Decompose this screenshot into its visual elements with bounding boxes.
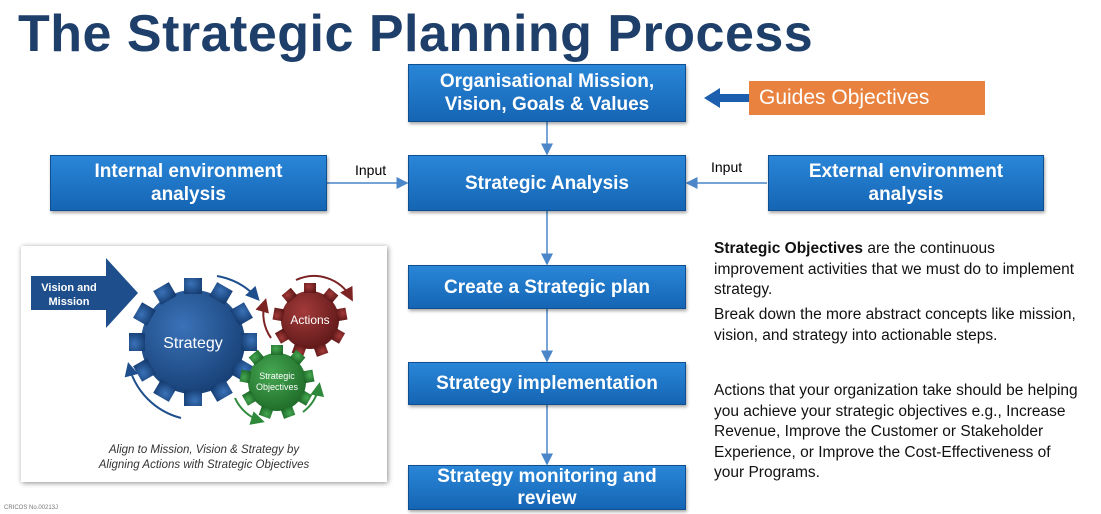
guides-objectives-label: Guides Objectives [749, 81, 985, 115]
panel-caption-line-1: Align to Mission, Vision & Strategy by [108, 444, 301, 456]
rotation-arrow-icon [216, 275, 260, 301]
input-label-left: Input [355, 162, 387, 178]
objectives-term: Strategic Objectives [714, 240, 864, 257]
input-label-right: Input [711, 159, 743, 175]
internal-line-1: Internal environment [94, 161, 283, 182]
strategic-analysis-box: Strategic Analysis [408, 155, 686, 211]
objectives-definition: are the continuous improvement activitie… [714, 240, 1075, 298]
cricos-number: CRICOS No.00213J [4, 505, 59, 511]
external-line-2: analysis [868, 184, 944, 205]
internal-line-2: analysis [151, 184, 226, 205]
gears-illustration: Vision and Mission Strategy [31, 258, 353, 471]
objectives-gear-icon [239, 345, 315, 419]
page-title: The Strategic Planning Process [18, 5, 814, 63]
rotation-arrow-icon [295, 275, 353, 302]
monitoring-box: Strategy monitoring and review [408, 465, 686, 510]
objectives-paragraph: Strategic Objectives are the continuous … [714, 239, 1084, 301]
mission-line-1: Organisational Mission, [439, 71, 655, 92]
rotation-arrow-icon [255, 298, 272, 339]
actions-gear-label: Actions [290, 313, 329, 327]
external-analysis-box: External environment analysis [768, 155, 1044, 211]
mission-box: Organisational Mission, Vision, Goals & … [408, 64, 686, 122]
vision-mission-line-1: Vision and [41, 282, 96, 294]
external-line-1: External environment [808, 161, 1004, 182]
internal-analysis-box: Internal environment analysis [50, 155, 327, 211]
breakdown-paragraph: Break down the more abstract concepts li… [714, 306, 1076, 344]
objectives-gear-line-2: Objectives [256, 382, 299, 392]
monitoring-line-1: Strategy monitoring and [437, 465, 657, 487]
panel-caption-line-2: Aligning Actions with Strategic Objectiv… [98, 459, 310, 471]
vision-mission-arrow-icon [31, 258, 138, 328]
vision-mission-line-2: Mission [49, 296, 90, 308]
rotation-arrow-icon [234, 397, 265, 425]
objectives-gear-line-1: Strategic [259, 371, 295, 381]
implementation-box: Strategy implementation [408, 362, 686, 405]
strategic-plan-box: Create a Strategic plan [408, 265, 686, 309]
strategy-gears-panel: Vision and Mission Strategy [21, 246, 387, 482]
rotation-arrow-icon [302, 382, 325, 413]
strategy-gear-label: Strategy [163, 335, 223, 352]
strategy-gear-icon [129, 278, 257, 406]
monitoring-line-2: review [517, 487, 577, 509]
mission-line-2: Vision, Goals & Values [444, 94, 650, 115]
rotation-arrow-icon [124, 362, 182, 419]
actions-paragraph: Actions that your organization take shou… [714, 382, 1078, 481]
guides-arrow-icon [704, 88, 749, 108]
